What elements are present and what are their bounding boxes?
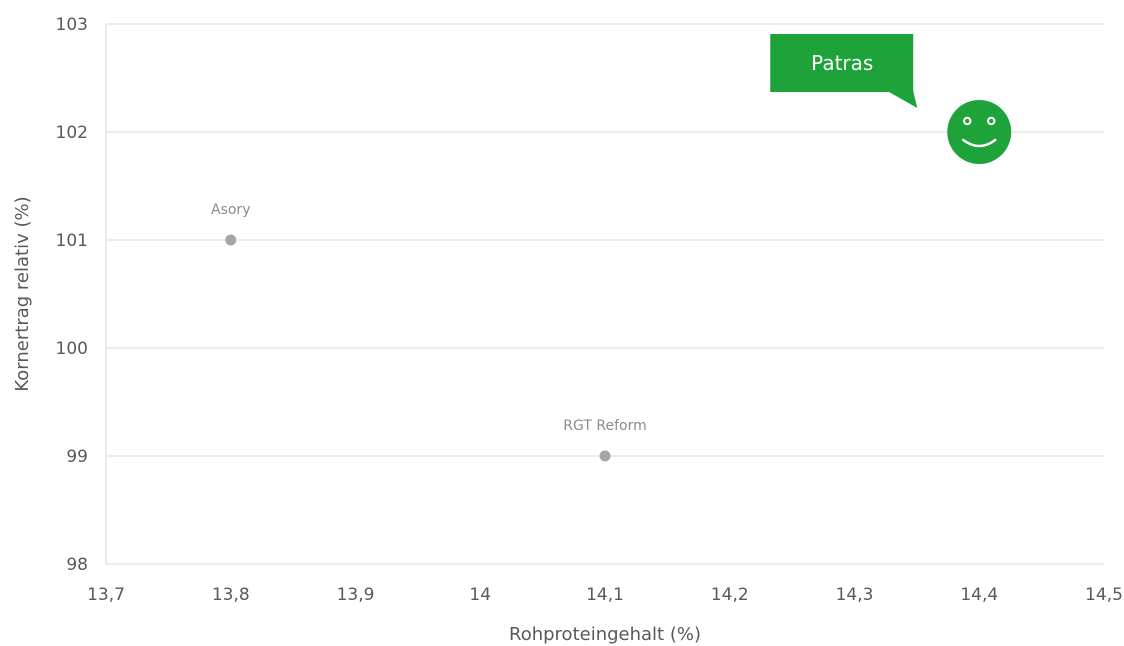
x-tick-label: 14,2 <box>711 585 749 605</box>
y-tick-label: 99 <box>66 447 88 467</box>
x-tick-label: 13,8 <box>212 585 250 605</box>
x-axis-title: Rohproteingehalt (%) <box>509 624 701 645</box>
x-tick-label: 13,7 <box>87 585 125 605</box>
smiley-mouth <box>962 138 997 148</box>
y-tick-label: 103 <box>56 15 88 35</box>
x-tick-label: 14,5 <box>1085 585 1123 605</box>
x-tick-label: 13,9 <box>337 585 375 605</box>
x-tick-label: 14,4 <box>960 585 998 605</box>
y-tick-label: 101 <box>56 231 88 251</box>
callout-pointer <box>887 91 918 108</box>
callout-box <box>770 34 914 92</box>
x-tick-label: 14 <box>469 585 491 605</box>
smiley-eye <box>987 116 996 126</box>
smiley-eye <box>963 116 972 126</box>
point-label: Asory <box>211 202 250 218</box>
point-label: RGT Reform <box>563 418 646 434</box>
axes <box>105 24 1104 565</box>
data-point <box>225 234 237 246</box>
smiley-icon <box>947 100 1012 164</box>
y-axis-title: Kornertrag relativ (%) <box>12 196 33 391</box>
data-point <box>599 450 611 462</box>
callout-label: Patras <box>770 34 918 108</box>
y-tick-label: 98 <box>66 555 88 575</box>
tick-labels: 98 99 100 101 102 103 13,7 13,8 13,9 14 14,1 14,2 14… <box>56 15 1123 605</box>
y-tick-label: 102 <box>56 123 88 143</box>
data-points: Asory RGT Reform Patras <box>211 34 1012 462</box>
grid-lines <box>106 23 1104 457</box>
y-tick-label: 100 <box>56 339 88 359</box>
point-label: Patras <box>811 51 873 75</box>
smiley-face <box>947 100 1012 164</box>
x-tick-label: 14,1 <box>586 585 624 605</box>
x-tick-label: 14,3 <box>836 585 874 605</box>
